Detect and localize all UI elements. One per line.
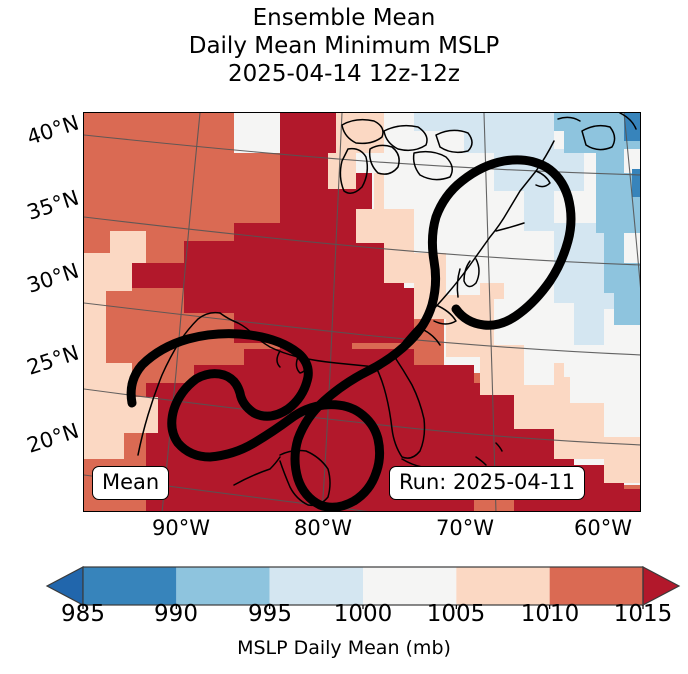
cbar-tick-985: 985: [61, 601, 105, 627]
cbar-tick-1005: 1005: [426, 601, 486, 627]
lat-tick-20n: 20°N: [23, 418, 82, 458]
lat-tick-25n: 25°N: [23, 340, 82, 380]
cbar-tick-995: 995: [248, 601, 292, 627]
page-title: Ensemble Mean Daily Mean Minimum MSLP 20…: [0, 4, 688, 88]
cbar-tick-990: 990: [154, 601, 198, 627]
map-plot-area: [83, 112, 641, 512]
cbar-tick-1010: 1010: [520, 601, 580, 627]
annotation-run-box: Run: 2025-04-11: [389, 466, 586, 500]
title-line-2: Daily Mean Minimum MSLP: [188, 33, 500, 59]
lon-tick-60w: 60°W: [574, 516, 632, 540]
cbar-tick-1015: 1015: [613, 601, 673, 627]
lon-tick-90w: 90°W: [152, 516, 210, 540]
colorbar-axis-label: MSLP Daily Mean (mb): [237, 637, 451, 659]
colorbar: [0, 565, 688, 609]
lon-tick-70w: 70°W: [436, 516, 494, 540]
lat-tick-40n: 40°N: [23, 110, 82, 150]
title-line-1: Ensemble Mean: [252, 5, 436, 31]
lat-tick-30n: 30°N: [23, 258, 82, 298]
mslp-contour-map: [84, 113, 640, 511]
title-line-3: 2025-04-14 12z-12z: [228, 61, 460, 87]
cbar-tick-1000: 1000: [333, 601, 393, 627]
lon-tick-80w: 80°W: [294, 516, 352, 540]
annotation-mean-box: Mean: [92, 466, 170, 500]
lat-tick-35n: 35°N: [23, 185, 82, 225]
colorbar-swatches: [45, 566, 681, 609]
